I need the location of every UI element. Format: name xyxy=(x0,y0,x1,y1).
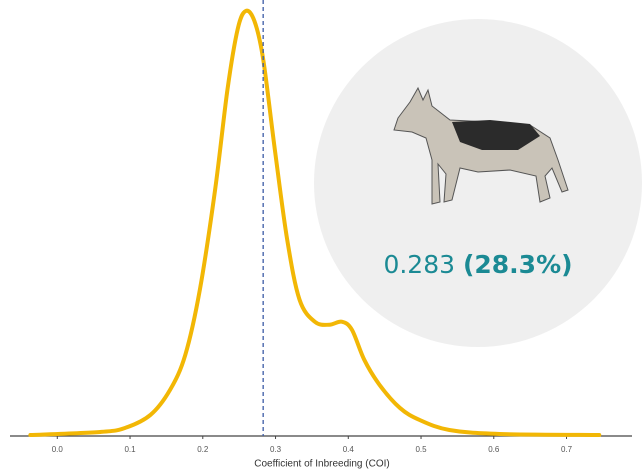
x-tick-label: 0.7 xyxy=(561,445,573,454)
x-tick-label: 0.2 xyxy=(197,445,209,454)
annotation-circle xyxy=(314,19,642,347)
x-tick-label: 0.4 xyxy=(343,445,355,454)
coi-percent: (28.3%) xyxy=(463,250,573,279)
x-tick-label: 0.0 xyxy=(52,445,64,454)
x-axis-label: Coefficient of Inbreeding (COI) xyxy=(254,459,389,470)
coi-annotation: 0.283 (28.3%) xyxy=(383,250,572,279)
x-tick-label: 0.5 xyxy=(415,445,427,454)
x-tick-label: 0.3 xyxy=(270,445,282,454)
x-tick-label: 0.1 xyxy=(124,445,136,454)
density-curve xyxy=(28,8,602,437)
dog-illustration xyxy=(393,86,569,205)
x-tick-label: 0.6 xyxy=(488,445,500,454)
coi-value: 0.283 xyxy=(383,250,455,279)
